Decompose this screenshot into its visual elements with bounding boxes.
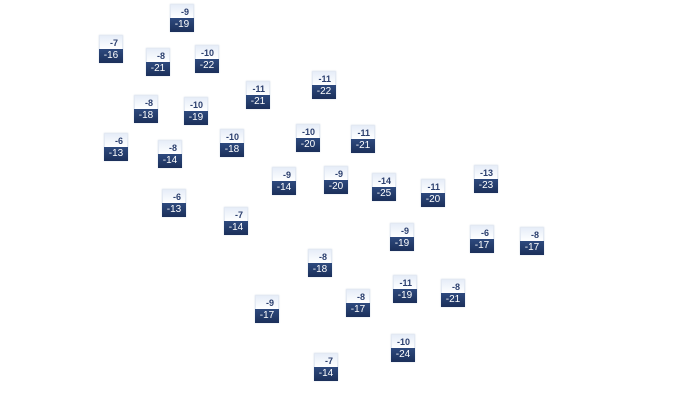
low-temperature: -23: [474, 179, 498, 193]
temperature-marker[interactable]: -8 -21: [441, 279, 465, 307]
high-temperature: -11: [246, 81, 270, 95]
low-temperature: -20: [296, 138, 320, 152]
low-temperature: -25: [372, 187, 396, 201]
temperature-marker[interactable]: -7 -14: [314, 353, 338, 381]
low-temperature: -24: [391, 348, 415, 362]
low-temperature: -19: [393, 289, 417, 303]
temperature-marker[interactable]: -8 -21: [146, 48, 170, 76]
temperature-marker[interactable]: -10 -20: [296, 124, 320, 152]
low-temperature: -17: [255, 309, 279, 323]
temperature-marker[interactable]: -14 -25: [372, 173, 396, 201]
high-temperature: -10: [391, 334, 415, 348]
low-temperature: -17: [520, 241, 544, 255]
low-temperature: -13: [162, 203, 186, 217]
temperature-marker[interactable]: -7 -14: [224, 207, 248, 235]
low-temperature: -14: [224, 221, 248, 235]
temperature-marker[interactable]: -9 -17: [255, 295, 279, 323]
low-temperature: -21: [246, 95, 270, 109]
temperature-marker[interactable]: -8 -17: [346, 289, 370, 317]
temperature-marker[interactable]: -9 -19: [390, 223, 414, 251]
high-temperature: -6: [104, 133, 128, 147]
low-temperature: -21: [146, 62, 170, 76]
low-temperature: -17: [470, 239, 494, 253]
low-temperature: -22: [195, 59, 219, 73]
low-temperature: -19: [184, 111, 208, 125]
high-temperature: -9: [255, 295, 279, 309]
high-temperature: -8: [441, 279, 465, 293]
high-temperature: -8: [146, 48, 170, 62]
temperature-marker[interactable]: -8 -18: [308, 249, 332, 277]
low-temperature: -20: [421, 193, 445, 207]
low-temperature: -18: [134, 109, 158, 123]
high-temperature: -9: [170, 4, 194, 18]
high-temperature: -9: [324, 166, 348, 180]
temperature-marker[interactable]: -11 -19: [393, 275, 417, 303]
temperature-marker[interactable]: -11 -21: [246, 81, 270, 109]
high-temperature: -9: [272, 167, 296, 181]
temperature-marker[interactable]: -10 -19: [184, 97, 208, 125]
low-temperature: -20: [324, 180, 348, 194]
temperature-marker[interactable]: -8 -14: [158, 140, 182, 168]
high-temperature: -8: [308, 249, 332, 263]
temperature-marker[interactable]: -10 -22: [195, 45, 219, 73]
high-temperature: -10: [184, 97, 208, 111]
low-temperature: -21: [351, 139, 375, 153]
temperature-marker[interactable]: -10 -24: [391, 334, 415, 362]
temperature-marker[interactable]: -9 -19: [170, 4, 194, 32]
low-temperature: -18: [220, 143, 244, 157]
high-temperature: -10: [195, 45, 219, 59]
high-temperature: -8: [134, 95, 158, 109]
temperature-marker[interactable]: -9 -14: [272, 167, 296, 195]
temperature-marker[interactable]: -6 -13: [104, 133, 128, 161]
low-temperature: -16: [99, 49, 123, 63]
high-temperature: -11: [312, 71, 336, 85]
high-temperature: -7: [99, 35, 123, 49]
low-temperature: -18: [308, 263, 332, 277]
high-temperature: -7: [224, 207, 248, 221]
high-temperature: -8: [346, 289, 370, 303]
low-temperature: -19: [390, 237, 414, 251]
high-temperature: -11: [351, 125, 375, 139]
high-temperature: -9: [390, 223, 414, 237]
low-temperature: -14: [314, 367, 338, 381]
high-temperature: -8: [158, 140, 182, 154]
low-temperature: -14: [158, 154, 182, 168]
temperature-marker[interactable]: -8 -17: [520, 227, 544, 255]
high-temperature: -6: [162, 189, 186, 203]
temperature-marker[interactable]: -11 -21: [351, 125, 375, 153]
temperature-marker[interactable]: -7 -16: [99, 35, 123, 63]
temperature-marker[interactable]: -6 -17: [470, 225, 494, 253]
temperature-marker[interactable]: -10 -18: [220, 129, 244, 157]
high-temperature: -7: [314, 353, 338, 367]
temperature-marker[interactable]: -8 -18: [134, 95, 158, 123]
low-temperature: -19: [170, 18, 194, 32]
high-temperature: -10: [296, 124, 320, 138]
high-temperature: -11: [393, 275, 417, 289]
temperature-marker[interactable]: -11 -20: [421, 179, 445, 207]
high-temperature: -13: [474, 165, 498, 179]
high-temperature: -11: [421, 179, 445, 193]
temperature-marker[interactable]: -13 -23: [474, 165, 498, 193]
temperature-marker[interactable]: -11 -22: [312, 71, 336, 99]
high-temperature: -6: [470, 225, 494, 239]
low-temperature: -21: [441, 293, 465, 307]
high-temperature: -8: [520, 227, 544, 241]
low-temperature: -17: [346, 303, 370, 317]
temperature-marker[interactable]: -9 -20: [324, 166, 348, 194]
high-temperature: -14: [372, 173, 396, 187]
low-temperature: -22: [312, 85, 336, 99]
low-temperature: -14: [272, 181, 296, 195]
temperature-marker[interactable]: -6 -13: [162, 189, 186, 217]
low-temperature: -13: [104, 147, 128, 161]
high-temperature: -10: [220, 129, 244, 143]
